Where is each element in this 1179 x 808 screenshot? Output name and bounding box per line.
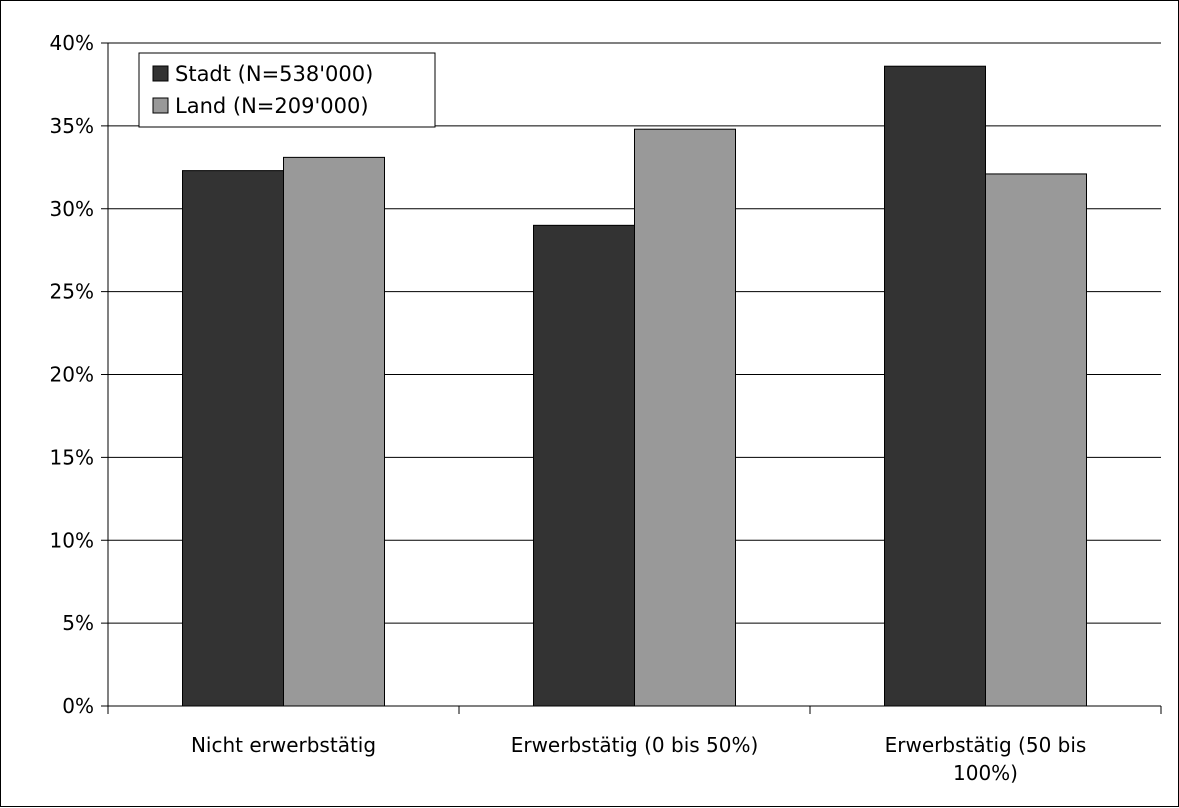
y-tick-label: 10%	[50, 528, 94, 552]
y-tick-label: 30%	[50, 197, 94, 221]
x-category-label: Erwerbstätig (50 bis 100%)	[885, 733, 1087, 785]
y-tick-label: 5%	[62, 611, 94, 635]
y-tick-label: 15%	[50, 445, 94, 469]
y-tick-label: 0%	[62, 694, 94, 718]
legend-swatch	[152, 65, 169, 82]
axes: 0% 5% 10% 15% 20% 25% 30% 35% 40% Nicht erwerbstä…	[50, 31, 1162, 785]
x-category-label: Nicht erwerbstätig	[191, 733, 376, 757]
y-tick-label: 20%	[50, 363, 94, 387]
legend-swatch	[152, 97, 169, 114]
bar	[283, 156, 385, 707]
bar	[182, 170, 284, 707]
x-category-label: Erwerbstätig (0 bis 50%)	[511, 733, 759, 757]
y-tick-label: 35%	[50, 114, 94, 138]
y-tick-label: 40%	[50, 31, 94, 55]
y-tick-label: 25%	[50, 280, 94, 304]
bar	[533, 224, 635, 707]
legend: Stadt (N=538'000) Land (N=209'000)	[138, 52, 436, 128]
bar	[985, 173, 1087, 707]
bar	[634, 128, 736, 707]
bars	[182, 65, 1087, 707]
legend-box	[138, 52, 436, 128]
legend-label: Land (N=209'000)	[175, 94, 369, 118]
legend-label: Stadt (N=538'000)	[175, 62, 373, 86]
bar	[884, 65, 986, 707]
